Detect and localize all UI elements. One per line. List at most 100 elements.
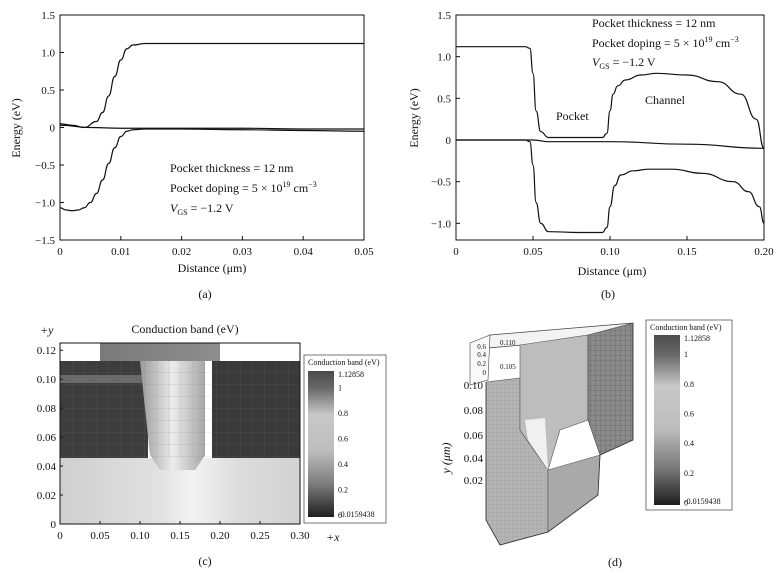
- series-line-b-3: [456, 139, 765, 234]
- colorbar-d-ticks: 1 0.8 0.6 0.4 0.2 0: [684, 350, 694, 508]
- y-tick-label-a: 0: [50, 123, 56, 135]
- y-tick-label-d: 0.10: [464, 380, 484, 392]
- x-tick-label-a: 0.03: [233, 246, 253, 258]
- x-tick-label-b: 0.10: [600, 246, 620, 258]
- series-line-a-2: [59, 124, 364, 130]
- colorbar-c-ticks: 1 0.8 0.6 0.4 0.2 0: [338, 383, 348, 520]
- x-tick-label-c: 0.10: [130, 530, 150, 542]
- series-line-b-1: [456, 46, 765, 149]
- x-tick-label-a: 0.05: [354, 246, 374, 258]
- y-tick-label-b: 0: [446, 135, 452, 147]
- x-tick-label-c: 0.05: [90, 530, 110, 542]
- heatmap-c: [59, 342, 301, 525]
- colorbar-c-tick: 1: [338, 383, 342, 392]
- axis-ticks-b: 0 0.05 0.10 0.15 0.20 1.5 1.0 0.5 0 −0.5 −1.0: [431, 10, 774, 258]
- surface-side-plane: [469, 334, 491, 386]
- y-axis-plus-label-c: +y: [40, 323, 54, 337]
- colorbar-d-tick: 0.6: [684, 410, 694, 419]
- surface-mesh-right: [587, 322, 634, 456]
- side-tick-label-d: 0.2: [477, 360, 486, 368]
- panel-b: 0 0.05 0.10 0.15 0.20 1.5 1.0 0.5 0 −0.5 −1.0 Ener…: [407, 10, 774, 301]
- colorbar-d-title: Conduction band (eV): [650, 323, 722, 332]
- y-tick-label-c: 0.06: [37, 432, 57, 444]
- heatmap-title-c: Conduction band (eV): [131, 322, 238, 336]
- annotation-b-line2: Pocket doping = 5 × 1019 cm−3: [592, 35, 739, 50]
- x-tick-label-c: 0.30: [290, 530, 310, 542]
- series-lines-a: [59, 42, 365, 212]
- y-tick-label-d: 0.08: [464, 405, 484, 417]
- annotation-a-line3: VGS = −1.2 V: [170, 201, 234, 217]
- y-tick-label-a: −1.0: [35, 198, 55, 210]
- region-white-right: [220, 343, 300, 361]
- annotation-a-line2: Pocket doping = 5 × 1019 cm−3: [170, 180, 317, 195]
- y-tick-label-d: 0.06: [464, 430, 484, 442]
- y-tick-label-c: 0: [51, 519, 57, 531]
- axis-ticks-c: 0 0.05 0.10 0.15 0.20 0.25 0.30 0.12 0.10 0.08 0.0…: [37, 345, 310, 542]
- y-tick-label-d: 0.04: [464, 453, 484, 465]
- x-axis-label-b: Distance (μm): [578, 264, 647, 278]
- top-tick-label-d: 0.105: [500, 363, 516, 371]
- colorbar-d-tick: 0.4: [684, 439, 694, 448]
- x-tick-label-b: 0: [453, 246, 459, 258]
- y-tick-label-d: 0.02: [464, 475, 483, 487]
- caption-a: (a): [198, 287, 211, 301]
- pocket-label: Pocket: [556, 109, 589, 123]
- y-tick-label-b: −0.5: [431, 177, 451, 189]
- y-tick-label-b: 1.5: [437, 10, 451, 22]
- top-tick-label-d: 0.110: [500, 339, 516, 347]
- series-line-b-2: [456, 139, 765, 149]
- side-tick-label-d: 0.4: [477, 351, 486, 359]
- colorbar-c-tick: 0.8: [338, 409, 348, 418]
- annotation-b-line3: VGS = −1.2 V: [592, 55, 656, 71]
- y-tick-label-c: 0.02: [37, 490, 56, 502]
- colorbar-c: Conduction band (eV) 1.12858 -0.0159438 …: [303, 354, 387, 524]
- side-tick-label-d: 0.6: [477, 343, 486, 351]
- y-axis-label-d: y (μm): [439, 442, 453, 474]
- x-tick-label-a: 0.02: [172, 246, 191, 258]
- colorbar-d-tick: 1: [684, 350, 688, 359]
- x-tick-label-b: 0.20: [754, 246, 774, 258]
- x-tick-label-b: 0.05: [523, 246, 543, 258]
- colorbar-c-tick: 0.2: [338, 485, 348, 494]
- y-tick-label-b: −1.0: [431, 218, 451, 230]
- region-gate-top: [100, 343, 220, 361]
- annotation-b-line1: Pocket thickness = 12 nm: [592, 16, 716, 30]
- x-tick-label-c: 0: [57, 530, 63, 542]
- y-tick-label-a: 1.0: [41, 48, 55, 60]
- x-tick-label-a: 0: [57, 246, 63, 258]
- y-tick-label-b: 1.0: [437, 52, 451, 64]
- colorbar-c-min: -0.0159438: [338, 510, 375, 519]
- colorbar-d-max: 1.12858: [684, 334, 710, 343]
- colorbar-d-gradient: [654, 335, 680, 505]
- colorbar-c-tick: 0.4: [338, 460, 348, 469]
- colorbar-d-tick: 0.2: [684, 469, 694, 478]
- panel-c: +y Conduction band (eV) 0 0.05 0.10 0.15 0.2…: [37, 322, 387, 568]
- caption-b: (b): [601, 287, 615, 301]
- x-tick-label-a: 0.04: [294, 246, 314, 258]
- panel-a: 0 0.01 0.02 0.03 0.04 0.05 1.5 1.0 0.5 0 −0.5 −1.0 −…: [9, 10, 374, 301]
- surface-body: [547, 454, 601, 533]
- y-tick-label-c: 0.12: [37, 345, 56, 357]
- side-tick-label-d: 0: [483, 369, 487, 377]
- region-white-left: [60, 343, 100, 361]
- colorbar-c-tick: 0: [338, 511, 342, 520]
- y-axis-label-a: Energy (eV): [9, 98, 23, 157]
- y-tick-label-a: −0.5: [35, 160, 55, 172]
- channel-label: Channel: [645, 93, 686, 107]
- grid-overlay-c: [60, 361, 300, 458]
- colorbar-d: Conduction band (eV) 1.12858 -0.0159438 …: [645, 319, 733, 511]
- colorbar-d-min: -0.0159438: [684, 497, 721, 506]
- surface-plot-d: [469, 322, 634, 546]
- y-tick-label-b: 0.5: [437, 93, 451, 105]
- colorbar-c-title: Conduction band (eV): [308, 358, 380, 367]
- series-line-a-1: [59, 42, 364, 129]
- caption-d: (d): [608, 555, 622, 569]
- colorbar-c-max: 1.12858: [338, 370, 364, 379]
- colorbar-c-gradient: [308, 371, 334, 517]
- series-lines-b: [456, 46, 765, 234]
- y-tick-label-c: 0.04: [37, 461, 57, 473]
- y-tick-label-c: 0.08: [37, 403, 57, 415]
- y-tick-label-c: 0.10: [37, 374, 57, 386]
- colorbar-d-tick: 0.8: [684, 380, 694, 389]
- axis-ticks-d: 0.10 0.08 0.06 0.04 0.02 0.60.40.20 0.110 0.105: [464, 339, 517, 487]
